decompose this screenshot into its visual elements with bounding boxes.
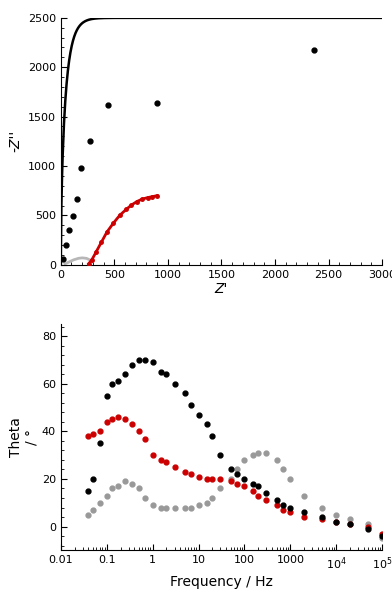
Y-axis label: -Z'': -Z'' — [8, 130, 22, 152]
Y-axis label: Theta
/ °: Theta / ° — [9, 417, 39, 458]
X-axis label: Frequency / Hz: Frequency / Hz — [170, 575, 273, 588]
X-axis label: Z': Z' — [215, 283, 228, 296]
